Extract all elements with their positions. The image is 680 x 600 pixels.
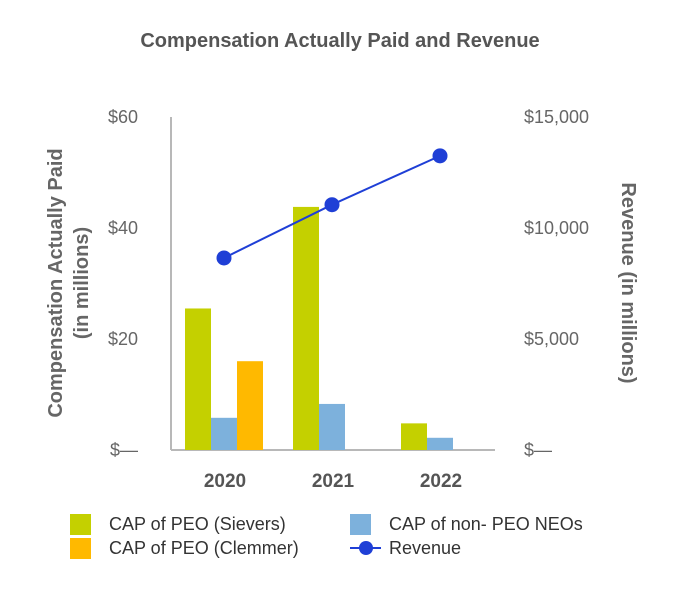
- legend-label: CAP of non- PEO NEOs: [389, 514, 583, 534]
- left-tick-label: $40: [108, 218, 138, 238]
- bar-2022-cap-of-peo-sievers-: [401, 423, 427, 450]
- revenue-point-2021: [324, 197, 340, 213]
- bar-2020-cap-of-non-peo-neos: [211, 417, 237, 450]
- bar-2020-cap-of-peo-clemmer-: [237, 361, 263, 450]
- x-tick-label: 2022: [420, 471, 462, 492]
- right-tick-label: $5,000: [524, 329, 579, 349]
- left-tick-label: $—: [110, 440, 138, 460]
- right-tick-label: $15,000: [524, 107, 589, 127]
- revenue-point-2020: [216, 250, 232, 266]
- left-tick-label: $60: [108, 107, 138, 127]
- bar-2022-cap-of-non-peo-neos: [427, 437, 453, 450]
- legend-label: CAP of PEO (Sievers): [109, 514, 286, 534]
- revenue-line-series: [216, 148, 448, 266]
- left-tick-label: $20: [108, 329, 138, 349]
- legend-label: Revenue: [389, 538, 461, 558]
- bar-2020-cap-of-peo-sievers-: [185, 308, 211, 450]
- x-tick-label: 2020: [204, 471, 246, 492]
- bar-2021-cap-of-non-peo-neos: [319, 403, 345, 450]
- legend: CAP of PEO (Sievers) CAP of non- PEO NEOs…: [70, 514, 583, 559]
- bar-2021-cap-of-peo-sievers-: [293, 206, 319, 450]
- legend-swatch: [70, 514, 91, 535]
- left-axis-label-line2: (in millions): [71, 227, 93, 339]
- bars: [185, 206, 453, 450]
- right-tick-label: $10,000: [524, 218, 589, 238]
- legend-label: CAP of PEO (Clemmer): [109, 538, 299, 558]
- x-tick-label: 2021: [312, 471, 355, 492]
- revenue-point-2022: [432, 148, 448, 164]
- right-axis-ticks: $— $5,000 $10,000 $15,000: [524, 107, 589, 460]
- chart-title: Compensation Actually Paid and Revenue: [140, 30, 539, 52]
- legend-swatch: [70, 538, 91, 559]
- legend-swatch: [350, 514, 371, 535]
- left-axis-ticks: $— $20 $40 $60: [108, 107, 138, 460]
- right-axis-label: Revenue (in millions): [617, 182, 639, 383]
- x-axis-ticks: 2020 2021 2022: [204, 471, 462, 492]
- left-axis-label-line1: Compensation Actually Paid: [45, 148, 67, 417]
- right-tick-label: $—: [524, 440, 552, 460]
- legend-revenue-marker: [359, 541, 373, 555]
